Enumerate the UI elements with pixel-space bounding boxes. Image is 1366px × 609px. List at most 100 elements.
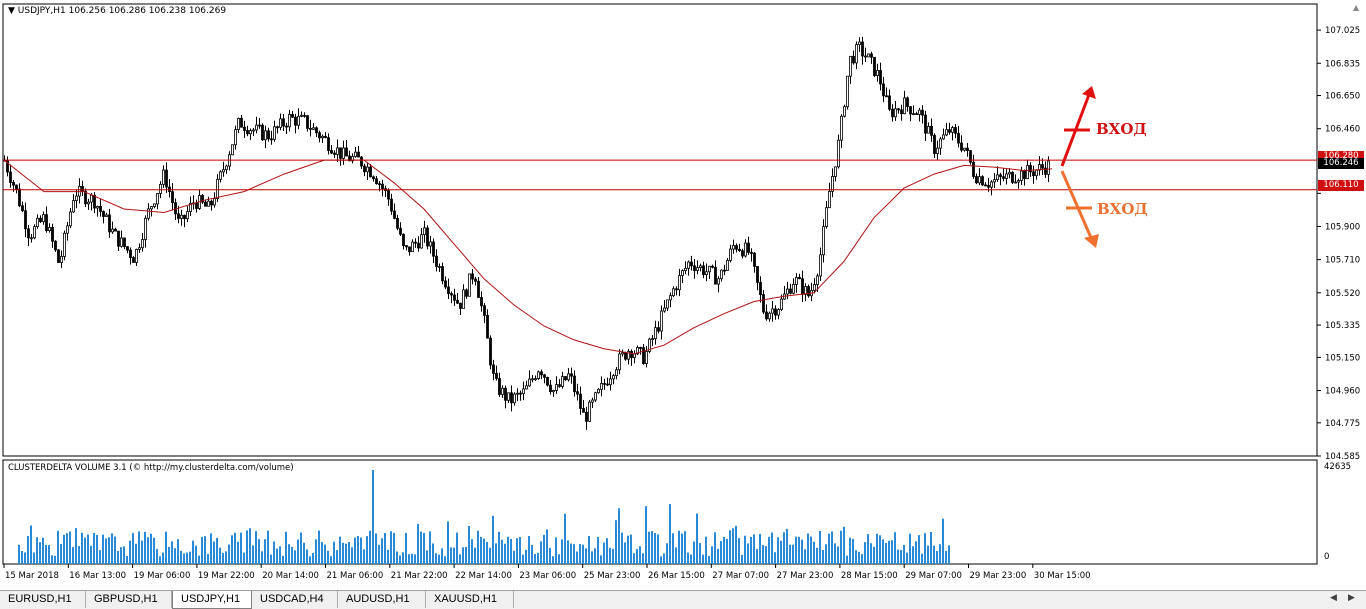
candle-body	[654, 327, 657, 340]
volume-bar	[189, 551, 191, 564]
volume-bar	[288, 544, 290, 564]
volume-bar	[750, 536, 752, 564]
volume-bar	[108, 537, 110, 564]
price-axis-label: 107.025	[1325, 26, 1360, 36]
volume-bar	[921, 553, 923, 564]
volume-bar	[570, 543, 572, 564]
volume-bar	[54, 555, 56, 564]
volume-bar	[480, 536, 482, 564]
volume-bar	[231, 535, 233, 564]
volume-bar	[60, 543, 62, 564]
volume-bar	[105, 538, 107, 564]
time-axis-label: 23 Mar 06:00	[519, 571, 576, 581]
candle-body	[639, 347, 642, 349]
candle-body	[537, 371, 540, 380]
candle-body	[24, 210, 27, 230]
volume-bar	[840, 530, 842, 564]
candle-body	[807, 286, 810, 297]
volume-bar	[594, 548, 596, 564]
volume-bar	[222, 552, 224, 564]
candle-body	[486, 315, 489, 339]
candle-body	[21, 205, 24, 212]
volume-bar	[882, 539, 884, 564]
tab-eurusd[interactable]: EURUSD,H1	[0, 591, 86, 608]
volume-bar	[207, 553, 209, 564]
candle-body	[798, 277, 801, 280]
volume-bar	[102, 534, 104, 564]
candle-body	[861, 41, 864, 57]
volume-bar	[654, 533, 656, 564]
volume-bar	[531, 544, 533, 564]
tab-usdcad[interactable]: USDCAD,H4	[252, 591, 338, 608]
candle-body	[621, 352, 624, 355]
candle-body	[936, 147, 939, 154]
candle-body	[717, 278, 720, 285]
candle-body	[210, 200, 213, 206]
time-axis-label: 19 Mar 06:00	[134, 571, 191, 581]
volume-bar	[303, 542, 305, 564]
volume-bar	[309, 556, 311, 564]
tab-gbpusd[interactable]: GBPUSD,H1	[86, 591, 172, 608]
volume-bar	[198, 555, 200, 564]
candle-body	[624, 352, 627, 360]
candle-body	[9, 171, 12, 183]
candle-body	[69, 211, 72, 227]
volume-bar	[678, 530, 680, 564]
tab-audusd[interactable]: AUDUSD,H1	[338, 591, 426, 608]
volume-bar	[510, 538, 512, 564]
volume-bar	[351, 547, 353, 564]
tab-xauusd[interactable]: XAUUSD,H1	[426, 591, 514, 608]
price-axis-label: 106.835	[1325, 59, 1360, 69]
candle-body	[663, 307, 666, 312]
candle-body	[468, 273, 471, 297]
volume-bar	[141, 540, 143, 564]
collapse-triangle-icon[interactable]: ▼	[8, 6, 15, 16]
entry-down-label: ВХОД	[1097, 200, 1148, 218]
volume-bar	[180, 550, 182, 564]
candle-body	[48, 227, 51, 232]
candle-body	[393, 210, 396, 219]
candle-body	[75, 195, 78, 201]
candle-body	[660, 310, 663, 332]
candle-body	[627, 351, 630, 360]
candle-body	[336, 147, 339, 155]
volume-bar	[588, 536, 590, 564]
candle-body	[645, 351, 648, 364]
volume-bar	[672, 533, 674, 564]
volume-bar	[525, 549, 527, 564]
volume-bar	[885, 543, 887, 564]
candle-body	[552, 389, 555, 393]
volume-bar	[312, 552, 314, 564]
time-axis-label: 28 Mar 15:00	[841, 571, 898, 581]
candle-body	[516, 392, 519, 395]
candle-body	[642, 347, 645, 364]
chart-tab-bar: EURUSD,H1 GBPUSD,H1 USDJPY,H1 USDCAD,H4 …	[0, 590, 1366, 609]
tab-scroll-left-icon[interactable]: ◀	[1330, 593, 1337, 603]
volume-bar	[381, 538, 383, 564]
candle-body	[570, 373, 573, 377]
candle-body	[177, 213, 180, 219]
volume-bar	[789, 544, 791, 564]
tab-usdjpy[interactable]: USDJPY,H1	[172, 591, 252, 609]
volume-bar	[186, 552, 188, 564]
volume-bar	[639, 546, 641, 564]
candle-body	[891, 108, 894, 118]
volume-bar	[246, 530, 248, 564]
price-axis-label: 104.585	[1325, 452, 1360, 462]
volume-bar	[696, 513, 698, 564]
volume-bar	[339, 536, 341, 564]
candle-body	[345, 147, 348, 157]
candle-body	[285, 125, 288, 128]
volume-bar	[120, 547, 122, 564]
volume-bar	[369, 530, 371, 564]
chart-scroll-icon[interactable]: ▲	[1353, 3, 1360, 12]
volume-bar	[798, 536, 800, 564]
tab-scroll-right-icon[interactable]: ▶	[1348, 593, 1355, 603]
candle-body	[579, 393, 582, 409]
candle-body	[867, 53, 870, 58]
candle-body	[156, 193, 159, 205]
volume-bar	[645, 506, 647, 564]
volume-bar	[828, 533, 830, 564]
candle-body	[423, 227, 426, 236]
